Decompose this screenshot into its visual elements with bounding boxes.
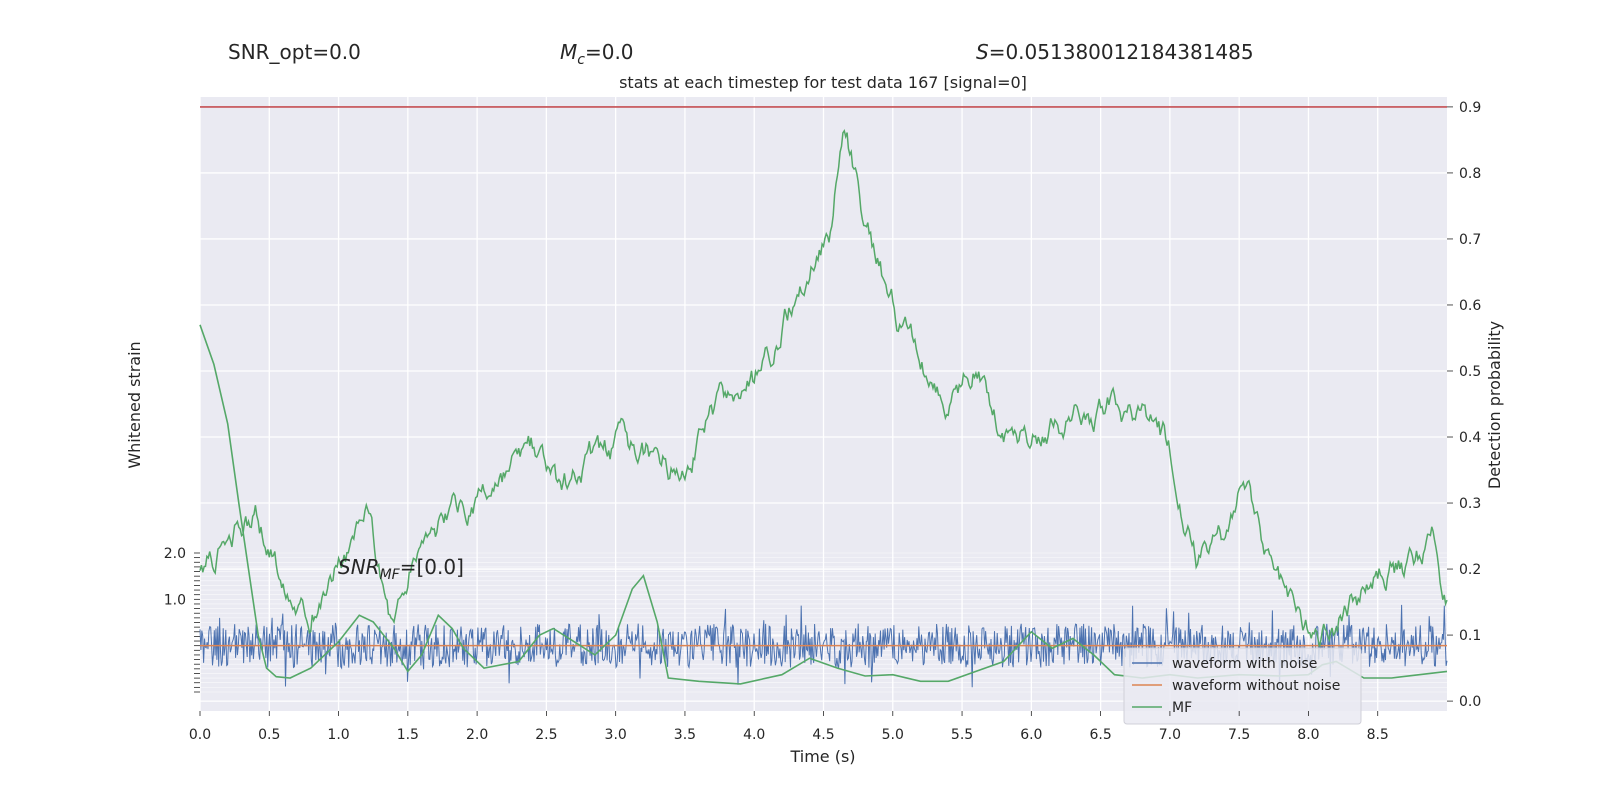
strain-tick-label: 2.0 [164,546,186,562]
x-tick-label: 6.0 [1020,727,1042,743]
snr-opt-text: SNR_opt=0.0 [228,40,361,64]
y-tick-label: 0.7 [1459,232,1481,248]
legend-label-mf: MF [1172,700,1192,716]
x-tick-label: 4.5 [812,727,834,743]
detection-probability-line [199,128,1448,647]
right-axis-label: Detection probability [1485,321,1504,489]
y-tick-label: 0.9 [1459,100,1481,116]
x-tick-label: 0.0 [189,727,211,743]
x-tick-label: 1.0 [327,727,349,743]
legend-label-clean: waveform without noise [1172,678,1340,694]
x-tick-label: 3.5 [674,727,696,743]
x-tick-label: 2.5 [535,727,557,743]
y-tick-label: 0.6 [1459,298,1481,314]
y-ticks: 0.0 0.1 0.2 0.3 0.4 0.5 0.6 0.7 0.8 0.9 [1447,100,1481,710]
left-axis-label: Whitened strain [125,341,144,468]
x-tick-label: 8.0 [1297,727,1319,743]
x-tick-label: 4.0 [743,727,765,743]
y-tick-label: 0.3 [1459,496,1481,512]
y-tick-label: 0.0 [1459,694,1481,710]
chirp-mass-text: Mc=0.0 [560,40,634,68]
chart-title: stats at each timestep for test data 167… [619,73,1027,92]
x-tick-label: 8.5 [1367,727,1389,743]
x-tick-label: 0.5 [258,727,280,743]
y-tick-label: 0.2 [1459,562,1481,578]
x-tick-label: 7.5 [1228,727,1250,743]
x-tick-label: 1.5 [397,727,419,743]
s-stat-text: S=0.051380012184381485 [976,40,1254,64]
x-axis-label: Time (s) [789,747,855,766]
y-tick-label: 0.8 [1459,166,1481,182]
y-tick-label: 0.1 [1459,628,1481,644]
snr-mf-annotation: SNRMF=[0.0] [338,555,464,583]
legend: waveform with noise waveform without noi… [1123,647,1362,725]
legend-label-noise: waveform with noise [1172,656,1317,672]
y-tick-label: 0.4 [1459,430,1481,446]
x-tick-label: 3.0 [605,727,627,743]
legend-box [1123,647,1362,725]
x-tick-label: 6.5 [1089,727,1111,743]
x-tick-label: 5.0 [882,727,904,743]
x-tick-label: 7.0 [1159,727,1181,743]
x-tick-label: 2.0 [466,727,488,743]
strain-tick-label: 1.0 [164,592,186,608]
x-tick-label: 5.5 [951,727,973,743]
x-ticks: 0.0 0.5 1.0 1.5 2.0 2.5 3.0 3.5 4.0 4.5 5.0 5.5 6.0 6… [189,711,1389,743]
y-tick-label: 0.5 [1459,364,1481,380]
